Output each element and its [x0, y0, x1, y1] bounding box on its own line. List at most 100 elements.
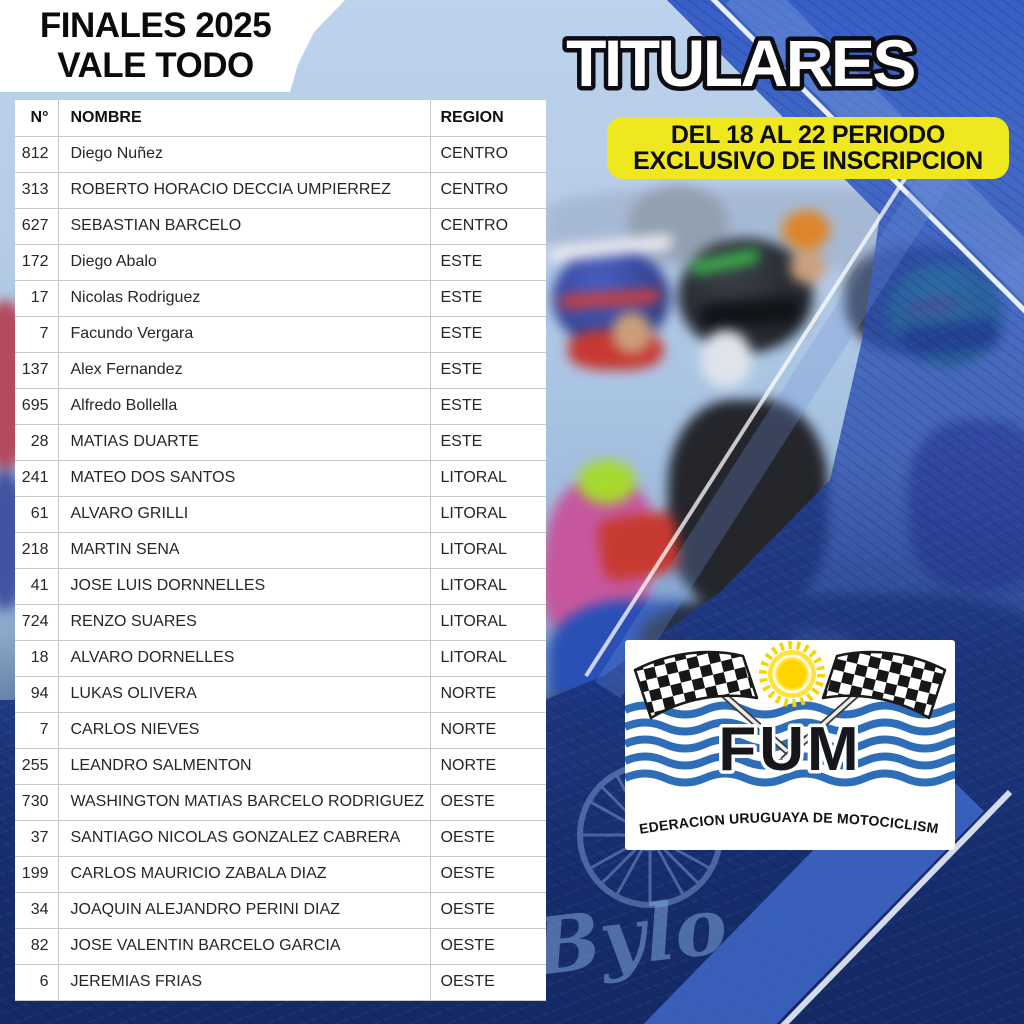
rider-region: ESTE	[430, 316, 546, 353]
table-row: 94 LUKAS OLIVERA NORTE	[15, 676, 546, 713]
rider-number: 313	[15, 172, 59, 209]
rider-name: JOSE LUIS DORNNELLES	[58, 568, 431, 605]
rider-number: 218	[15, 532, 59, 569]
rider-name: JOSE VALENTIN BARCELO GARCIA	[58, 928, 431, 965]
rider-name: MATEO DOS SANTOS	[58, 460, 431, 497]
rider-region: ESTE	[430, 280, 546, 317]
rider-region: CENTRO	[430, 172, 546, 209]
orange-cap	[782, 210, 830, 250]
title-box: FINALES 2025 VALE TODO	[0, 0, 345, 92]
titulares-text: TITULARES	[566, 26, 914, 100]
column-header-region: REGION	[430, 100, 546, 137]
glove-white	[700, 330, 752, 388]
rider-name: LUKAS OLIVERA	[58, 676, 431, 713]
table-row: 7 Facundo Vergara ESTE	[15, 316, 546, 353]
table-row: 218 MARTIN SENA LITORAL	[15, 532, 546, 569]
rider-name: MATIAS DUARTE	[58, 424, 431, 461]
poster-title-line1: FINALES 2025	[39, 6, 272, 45]
rider-number: 37	[15, 820, 59, 857]
rider-name: Diego Nuñez	[58, 136, 431, 173]
rider-number: 82	[15, 928, 59, 965]
rider-number: 61	[15, 496, 59, 533]
rider-region: LITORAL	[430, 640, 546, 677]
riders-table-body: 812 Diego Nuñez CENTRO 313 ROBERTO HORAC…	[15, 136, 546, 1001]
spectator-face	[790, 250, 826, 284]
table-row: 34 JOAQUIN ALEJANDRO PERINI DIAZ OESTE	[15, 892, 546, 929]
rider-number: 812	[15, 136, 59, 173]
rider-name: MARTIN SENA	[58, 532, 431, 569]
rider-region: LITORAL	[430, 604, 546, 641]
table-row: 730 WASHINGTON MATIAS BARCELO RODRIGUEZ …	[15, 784, 546, 821]
rider-number: 241	[15, 460, 59, 497]
rider-name: JEREMIAS FRIAS	[58, 964, 431, 1001]
table-row: 241 MATEO DOS SANTOS LITORAL	[15, 460, 546, 497]
table-row: 7 CARLOS NIEVES NORTE	[15, 712, 546, 749]
rider-number: 94	[15, 676, 59, 713]
logo-acronym: FUM	[718, 715, 861, 784]
table-row: 6 JEREMIAS FRIAS OESTE	[15, 964, 546, 1001]
table-row: 313 ROBERTO HORACIO DECCIA UMPIERREZ CEN…	[15, 172, 546, 209]
rider-region: ESTE	[430, 352, 546, 389]
rider-region: LITORAL	[430, 496, 546, 533]
rider-name: Facundo Vergara	[58, 316, 431, 353]
table-row: 61 ALVARO GRILLI LITORAL	[15, 496, 546, 533]
column-header-number: N°	[15, 100, 59, 137]
table-row: 724 RENZO SUARES LITORAL	[15, 604, 546, 641]
table-row: 18 ALVARO DORNELLES LITORAL	[15, 640, 546, 677]
rider-name: Nicolas Rodriguez	[58, 280, 431, 317]
column-header-name: NOMBRE	[58, 100, 431, 137]
rider-region: CENTRO	[430, 136, 546, 173]
table-header-row: N° NOMBRE REGION	[15, 100, 546, 137]
table-row: 172 Diego Abalo ESTE	[15, 244, 546, 281]
rider-number: 627	[15, 208, 59, 245]
rider-region: LITORAL	[430, 568, 546, 605]
rider-name: Diego Abalo	[58, 244, 431, 281]
titulares-heading: TITULARES	[562, 22, 922, 105]
table-row: 695 Alfredo Bollella ESTE	[15, 388, 546, 425]
rider-number: 34	[15, 892, 59, 929]
inscription-banner: DEL 18 AL 22 PERIODO EXCLUSIVO DE INSCRI…	[607, 117, 1009, 179]
rider-region: ESTE	[430, 244, 546, 281]
rider-region: OESTE	[430, 856, 546, 893]
poster-title-line2: VALE TODO	[57, 46, 254, 85]
table-row: 627 SEBASTIAN BARCELO CENTRO	[15, 208, 546, 245]
rider-region: OESTE	[430, 892, 546, 929]
rider-name: ALVARO DORNELLES	[58, 640, 431, 677]
rider-region: OESTE	[430, 928, 546, 965]
rider-number: 199	[15, 856, 59, 893]
rider-number: 7	[15, 316, 59, 353]
federation-logo: FUM FEDERACION URUGUAYA DE MOTOCICLISMO	[625, 640, 955, 850]
rider-name: CARLOS NIEVES	[58, 712, 431, 749]
rider-region: LITORAL	[430, 532, 546, 569]
rider-name: SANTIAGO NICOLAS GONZALEZ CABRERA	[58, 820, 431, 857]
table-row: 28 MATIAS DUARTE ESTE	[15, 424, 546, 461]
table-row: 17 Nicolas Rodriguez ESTE	[15, 280, 546, 317]
rider-number: 255	[15, 748, 59, 785]
riders-table: N° NOMBRE REGION 812 Diego Nuñez CENTRO …	[15, 100, 546, 1001]
rider-name: ALVARO GRILLI	[58, 496, 431, 533]
rider-region: NORTE	[430, 712, 546, 749]
rider-name: WASHINGTON MATIAS BARCELO RODRIGUEZ	[58, 784, 431, 821]
rider-region: ESTE	[430, 424, 546, 461]
rider-number: 17	[15, 280, 59, 317]
rider-number: 172	[15, 244, 59, 281]
rider-number: 6	[15, 964, 59, 1001]
rider-name: CARLOS MAURICIO ZABALA DIAZ	[58, 856, 431, 893]
rider-region: NORTE	[430, 748, 546, 785]
table-row: 41 JOSE LUIS DORNNELLES LITORAL	[15, 568, 546, 605]
rider-name: ROBERTO HORACIO DECCIA UMPIERREZ	[58, 172, 431, 209]
rider-name: RENZO SUARES	[58, 604, 431, 641]
checkered-flag-left-icon	[633, 650, 759, 720]
rider-region: OESTE	[430, 820, 546, 857]
rider-number: 7	[15, 712, 59, 749]
rider-region: NORTE	[430, 676, 546, 713]
rider-number: 28	[15, 424, 59, 461]
checkered-flag-right-icon	[821, 650, 947, 720]
rider-region: OESTE	[430, 964, 546, 1001]
rider-number: 695	[15, 388, 59, 425]
table-row: 137 Alex Fernandez ESTE	[15, 352, 546, 389]
rider-region: CENTRO	[430, 208, 546, 245]
table-row: 37 SANTIAGO NICOLAS GONZALEZ CABRERA OES…	[15, 820, 546, 857]
rider-name: JOAQUIN ALEJANDRO PERINI DIAZ	[58, 892, 431, 929]
